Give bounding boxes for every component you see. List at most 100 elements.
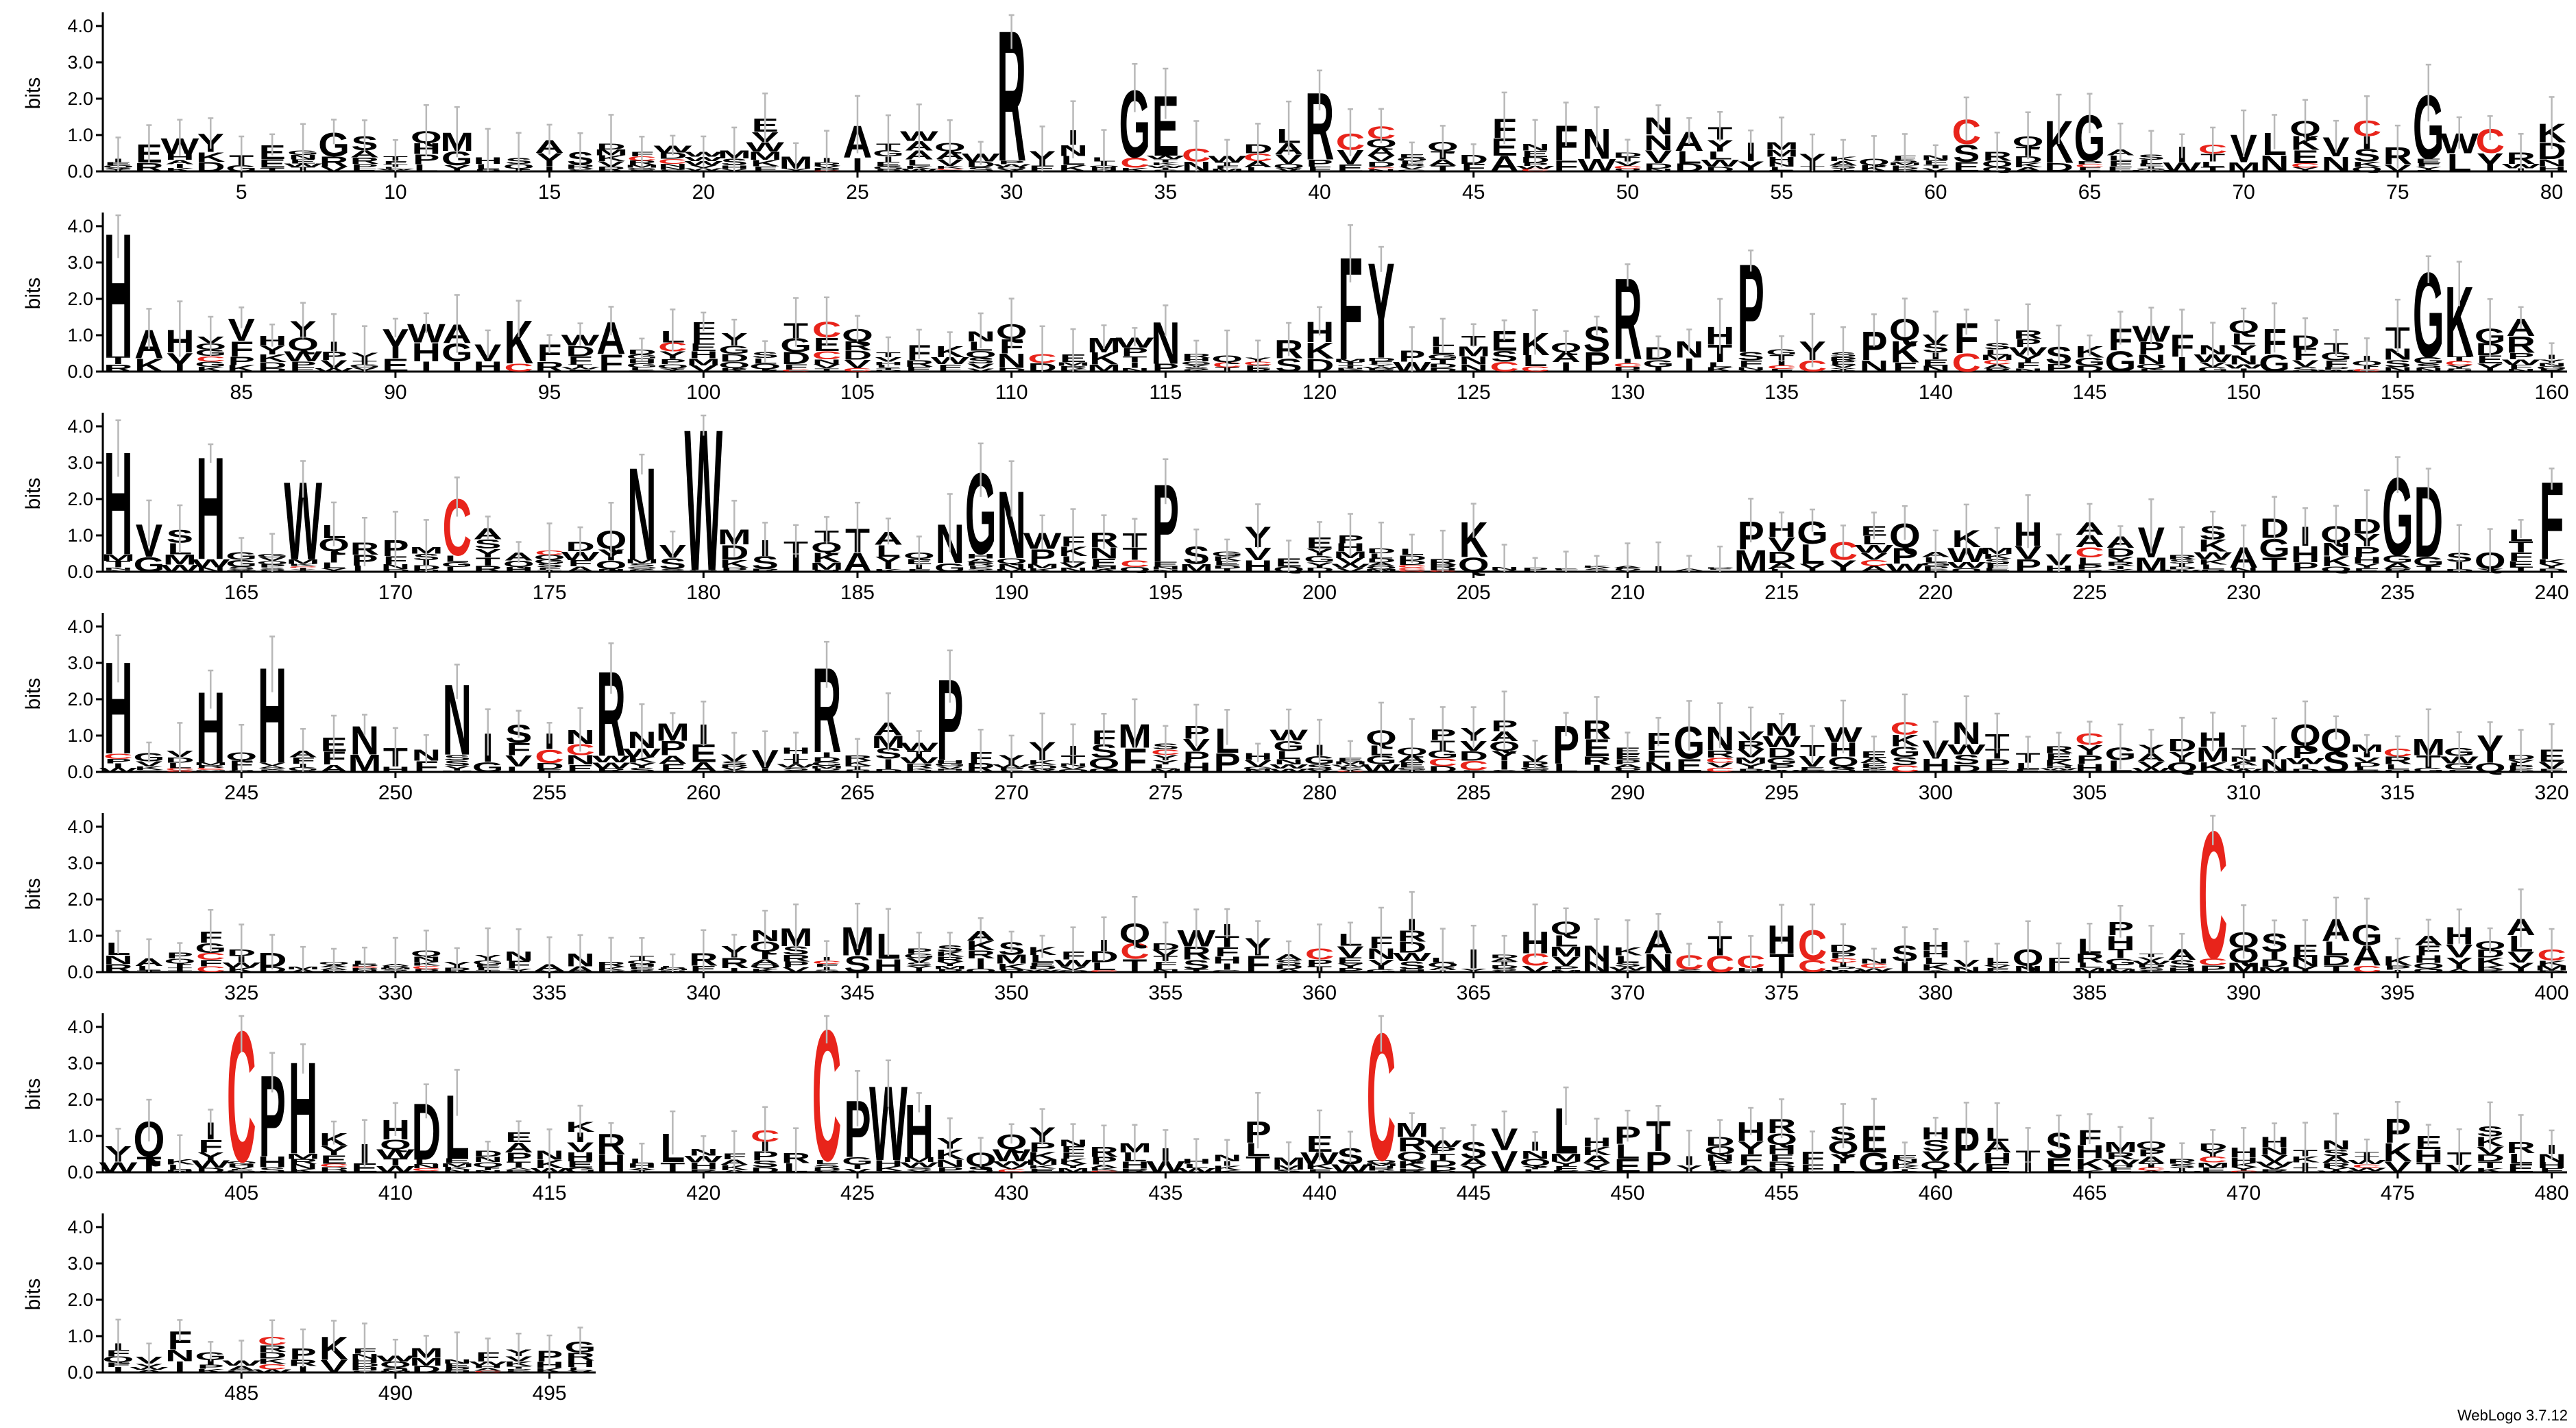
logo-letter: N <box>1644 131 1673 155</box>
x-tick-label: 415 <box>533 1182 567 1205</box>
y-tick-label: 1.0 <box>67 925 93 946</box>
logo-letter: D <box>566 343 595 360</box>
position-stack: NWH <box>191 427 230 591</box>
position-stack: ERF <box>905 328 934 373</box>
x-tick-label: 265 <box>840 782 875 804</box>
logo-letter: N <box>104 569 133 572</box>
logo-letter: A <box>2013 166 2043 173</box>
position-stack: GE <box>1858 1098 1890 1178</box>
position-stack: NC <box>1182 120 1211 175</box>
logo-letter: C <box>781 369 811 372</box>
x-tick-label: 40 <box>1308 181 1330 204</box>
y-tick-label: 0.0 <box>67 161 93 182</box>
position-stack: RY <box>442 947 472 973</box>
position-stack: IQS <box>503 132 535 172</box>
logo-letter: K <box>1058 163 1088 173</box>
logo-letter: K <box>1089 349 1119 368</box>
position-stack: VN <box>1490 544 1519 572</box>
position-stack: PS <box>1583 315 1610 378</box>
position-stack: LPR <box>350 516 379 574</box>
logo-letter: N <box>2229 353 2259 367</box>
logo-letter: I <box>1776 359 1787 367</box>
logo-letter: T <box>1338 364 1363 369</box>
logo-letter: P <box>351 162 378 170</box>
position-stack: AFE <box>319 714 348 774</box>
position-stack: IWR <box>2502 133 2540 172</box>
y-tick-label: 1.0 <box>67 1126 93 1146</box>
logo-letter: I <box>328 548 339 566</box>
logo-letter: F <box>1461 162 1486 173</box>
logo-letter: K <box>1336 369 1365 371</box>
logo-letter: N <box>997 170 1026 171</box>
logo-letter: K <box>1305 339 1335 364</box>
position-stack: MV <box>2227 109 2261 174</box>
position-stack: WY <box>99 1128 137 1176</box>
logo-letter: M <box>286 558 319 565</box>
logo-letter: W <box>2224 363 2263 370</box>
logo-letter: T <box>2200 166 2225 173</box>
logo-letter: G <box>1642 358 1674 370</box>
logo-letter: P <box>998 160 1025 165</box>
x-tick-label: 260 <box>686 782 720 804</box>
logo-letter: L <box>1246 167 1270 173</box>
x-tick-label: 470 <box>2226 1182 2261 1205</box>
logo-letter: H <box>473 359 502 374</box>
position-stack: VK <box>319 1320 349 1377</box>
logo-letter: N <box>2260 152 2289 177</box>
position-stack: RNL <box>104 930 133 975</box>
logo-letter: T <box>1338 361 1363 366</box>
x-tick-label: 125 <box>1457 381 1491 404</box>
x-tick-label: 315 <box>2381 782 2415 804</box>
logo-letter: A <box>350 149 380 160</box>
x-tick-label: 25 <box>846 181 868 204</box>
y-tick-label: 4.0 <box>67 16 93 36</box>
logo-letter: Y <box>289 570 317 572</box>
logo-letter: L <box>445 566 470 573</box>
logo-letter: Y <box>659 367 686 372</box>
logo-letter: E <box>289 366 316 373</box>
logo-letter: W <box>2317 370 2355 372</box>
logo-letter: L <box>2200 160 2225 169</box>
x-tick-label: 215 <box>1764 581 1799 604</box>
logo-letter: P <box>1984 367 2010 372</box>
logo-letter: K <box>1705 366 1735 373</box>
position-stack: RTH <box>104 197 133 394</box>
position-stack: DIS <box>2444 524 2474 572</box>
x-tick-label: 20 <box>692 181 715 204</box>
logo-letter: K <box>134 355 164 376</box>
position-stack: WPQ <box>1886 505 1924 574</box>
logo-letter: F <box>1369 361 1394 365</box>
logo-letter: N <box>2013 367 2043 373</box>
logo-letter: Y <box>2477 148 2503 178</box>
x-tick-label: 130 <box>1610 381 1644 404</box>
x-tick-label: 435 <box>1148 1182 1182 1205</box>
